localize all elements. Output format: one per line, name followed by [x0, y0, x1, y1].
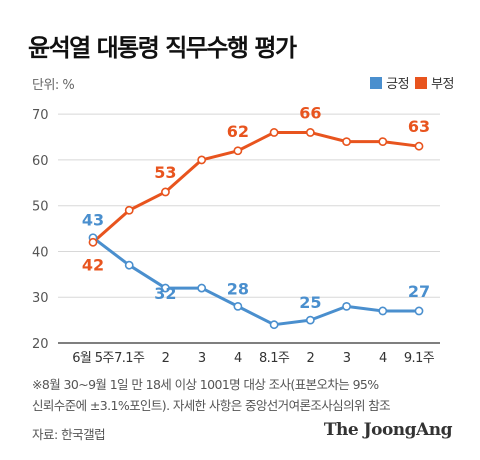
y-tick-label-60: 60 [32, 154, 49, 169]
data-label-negative-2: 53 [154, 163, 176, 182]
x-tick-label-4: 4 [234, 351, 242, 366]
chart-grid [58, 113, 440, 298]
y-tick-label-20: 20 [32, 337, 49, 352]
x-tick-label-8: 4 [379, 351, 387, 366]
legend-item-negative: 부정 [415, 73, 454, 92]
data-point-positive-2 [161, 283, 170, 293]
data-point-negative-6 [305, 128, 315, 137]
data-point-positive-4 [233, 301, 243, 311]
series-lines [91, 130, 421, 327]
legend-label-negative: 부정 [431, 77, 454, 92]
y-tick-label-40: 40 [32, 245, 49, 260]
data-point-positive-5 [269, 320, 279, 330]
unit-label: 단위: % [32, 78, 75, 93]
chart-title: 윤석열 대통령 직무수행 평가 [28, 34, 297, 62]
legend-item-positive: 긍정 [370, 73, 410, 92]
x-tick-label-6: 2 [306, 351, 314, 366]
data-label-positive-9: 27 [408, 282, 430, 301]
y-tick-label-30: 30 [32, 291, 49, 306]
data-point-negative-1 [124, 205, 134, 215]
legend-swatch-negative [415, 76, 428, 89]
data-label-positive-0: 43 [82, 211, 104, 230]
y-axis-ticks: 20 30 40 50 60 70 [32, 108, 49, 352]
x-tick-label-0: 6월 5주 [72, 351, 114, 366]
legend: 긍정 부정 [370, 73, 454, 92]
data-point-negative-4 [233, 146, 243, 156]
data-point-negative-0 [88, 237, 98, 247]
data-point-negative-5 [269, 128, 279, 137]
x-tick-label-3: 3 [198, 351, 206, 366]
y-tick-label-50: 50 [32, 200, 49, 215]
data-point-positive-3 [197, 283, 207, 293]
data-point-positive-1 [124, 260, 134, 270]
data-source: 자료: 한국갤럽 [32, 427, 106, 442]
x-tick-label-7: 3 [343, 351, 351, 366]
series-line-negative [91, 130, 421, 244]
x-axis: 6월 5주 7.1주 2 3 4 8.1주 2 3 4 9.1주 [58, 342, 440, 366]
data-point-negative-3 [197, 155, 207, 165]
data-label-negative-6: 66 [299, 103, 321, 122]
data-label-negative-0: 42 [82, 255, 104, 274]
data-label-positive-2: 32 [154, 284, 176, 303]
x-tick-label-1: 7.1주 [114, 351, 145, 366]
series-line-positive [91, 236, 421, 327]
x-tick-label-5: 8.1주 [259, 351, 290, 366]
y-tick-label-70: 70 [32, 108, 49, 123]
survey-note: ※8월 30~9월 1일 만 18세 이상 1001명 대상 조사(표본오차는 … [32, 374, 472, 416]
survey-note-line-2: 신뢰수준에 ±3.1%포인트). 자세한 사항은 중앙선거여론조사심의위 참조 [32, 398, 391, 413]
x-tick-label-2: 2 [162, 351, 170, 366]
x-tick-label-9: 9.1주 [404, 351, 435, 366]
data-point-positive-9 [414, 306, 424, 316]
data-point-negative-9 [414, 141, 424, 151]
legend-swatch-positive [370, 76, 383, 89]
legend-label-positive: 긍정 [386, 77, 410, 92]
data-point-negative-2 [161, 187, 170, 197]
brand-logo: The JoongAng [323, 420, 453, 440]
series-points [88, 128, 424, 330]
data-point-negative-8 [378, 137, 388, 147]
data-point-positive-7 [342, 301, 351, 311]
data-point-positive-6 [305, 315, 315, 325]
data-label-negative-4: 62 [227, 122, 249, 141]
data-point-negative-7 [342, 137, 351, 147]
data-point-positive-8 [378, 306, 388, 316]
data-label-positive-6: 25 [299, 293, 321, 312]
survey-note-line-1: ※8월 30~9월 1일 만 18세 이상 1001명 대상 조사(표본오차는 … [32, 377, 379, 392]
data-label-positive-4: 28 [227, 279, 249, 298]
data-label-negative-9: 63 [408, 117, 430, 136]
data-labels: 43 32 28 25 27 42 53 62 66 63 [82, 103, 430, 312]
